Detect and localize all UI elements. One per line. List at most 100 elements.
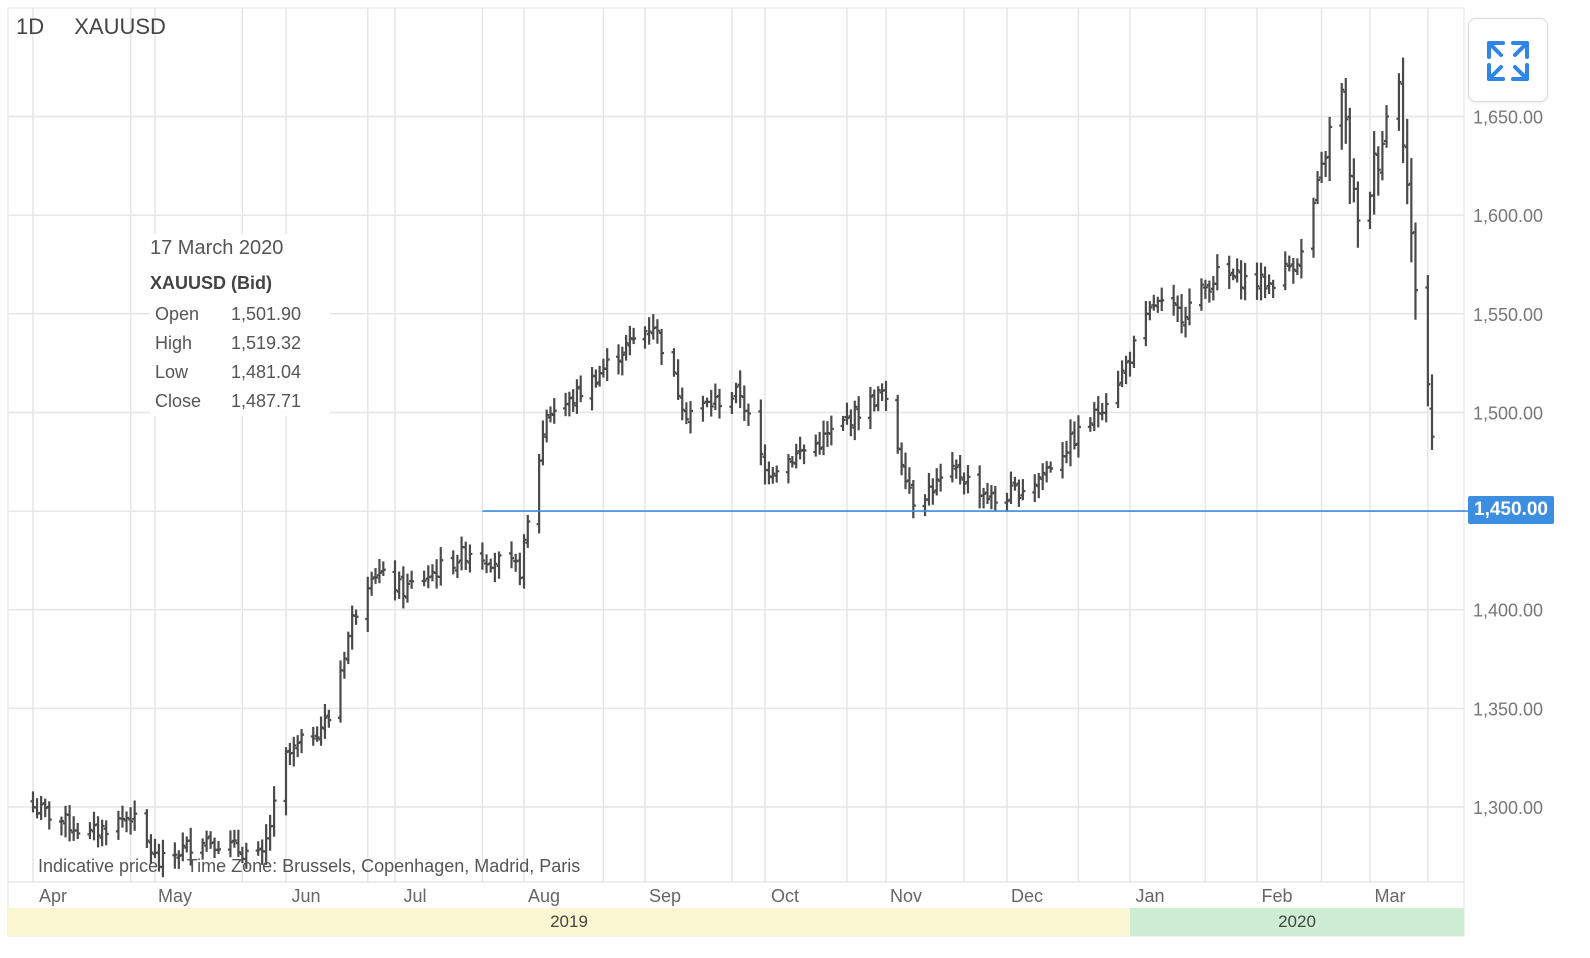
- ohlc-bar: [376, 558, 382, 584]
- ohlc-bar: [700, 395, 706, 422]
- ohlc-bar: [1242, 262, 1248, 301]
- tooltip-series: XAUUSD (Bid): [150, 273, 272, 293]
- ohlc-bar: [1127, 351, 1133, 377]
- ohlc-bar: [1323, 150, 1329, 178]
- ohlc-bar: [801, 444, 807, 465]
- ohlc-bar: [353, 609, 359, 625]
- ohlc-bar: [871, 389, 877, 412]
- ohlc-bar: [1282, 251, 1288, 291]
- ohlc-bar: [646, 317, 652, 345]
- ohlc-bar: [1040, 463, 1046, 491]
- ohlc-bar: [949, 451, 955, 483]
- tooltip-row-low: Low 1,481.04: [150, 358, 330, 387]
- ohlc-bar: [671, 348, 677, 377]
- ohlc-bar: [1020, 479, 1026, 501]
- ohlc-bar: [1198, 278, 1204, 311]
- ohlc-bar: [729, 391, 735, 414]
- x-tick-label: Feb: [1261, 886, 1292, 906]
- ohlc-bar: [840, 415, 846, 431]
- ohlc-bar: [844, 402, 850, 425]
- ohlc-bar: [953, 459, 959, 479]
- ohlc-bar: [227, 830, 233, 858]
- ohlc-bar: [1425, 274, 1431, 407]
- ohlc-bar: [34, 798, 40, 819]
- ohlc-bar: [459, 536, 465, 571]
- ohlc-bar: [793, 443, 799, 469]
- ohlc-bar: [922, 494, 928, 517]
- ohlc-bar: [1262, 266, 1268, 299]
- ohlc-bar: [513, 553, 519, 572]
- tooltip-date: 17 March 2020: [150, 237, 284, 259]
- indicative-price-note: Indicative price: [38, 856, 159, 876]
- ohlc-bar: [204, 830, 210, 852]
- y-tick-label: 1,600.00: [1473, 206, 1543, 226]
- ohlc-bar: [961, 472, 967, 495]
- x-tick-label: Jul: [403, 886, 426, 906]
- ohlc-bar: [1379, 131, 1385, 181]
- ohlc-bar: [1123, 355, 1129, 385]
- ohlc-bar: [1048, 461, 1054, 473]
- ohlc-bar: [58, 816, 64, 836]
- ohlc-bar: [517, 552, 523, 586]
- ohlc-bar: [1226, 255, 1232, 290]
- ohlc-bar: [1270, 279, 1276, 299]
- ohlc-bar: [521, 534, 527, 589]
- ohlc-bar: [208, 831, 214, 849]
- tooltip-row-high: High 1,519.32: [150, 329, 330, 358]
- ohlc-bar: [867, 386, 873, 430]
- chart-border: [7, 7, 1465, 937]
- chart-footnote: Indicative price Time Zone: Brussels, Co…: [38, 856, 604, 877]
- ohlc-bar: [688, 401, 694, 434]
- symbol-label: XAUUSD: [74, 14, 166, 39]
- ohlc-bar: [977, 465, 983, 509]
- ohlc-bar: [875, 386, 881, 412]
- x-tick-label: Aug: [528, 886, 560, 906]
- ohlc-bar: [883, 380, 889, 411]
- ohlc-bar: [1206, 280, 1212, 303]
- ohlc-bar: [1347, 107, 1353, 204]
- ohlc-bar: [741, 385, 747, 421]
- ohlc-bar: [409, 570, 415, 589]
- ohlc-bar: [895, 394, 901, 454]
- ohlc-bar: [299, 729, 305, 754]
- ohlc-bar: [899, 442, 905, 476]
- ohlc-bar: [547, 406, 553, 423]
- ohlc-bar: [1008, 471, 1014, 505]
- ohlc-bar: [38, 795, 44, 820]
- ohlc-bar: [463, 541, 469, 571]
- expand-button[interactable]: [1468, 18, 1548, 102]
- ohlc-bar: [1032, 474, 1038, 503]
- ohlc-bar: [1060, 442, 1066, 479]
- ohlc-bar: [488, 558, 494, 573]
- ohlc-bar: [1143, 301, 1149, 347]
- ohlc-bar: [965, 465, 971, 494]
- y-tick-label: 1,650.00: [1473, 108, 1543, 128]
- ohlc-bar: [716, 388, 722, 419]
- ohlc-bar: [1087, 417, 1093, 432]
- ohlc-bar: [828, 415, 834, 446]
- ohlc-bar: [1404, 118, 1410, 205]
- ohlc-bar: [981, 487, 987, 509]
- ohlc-bar: [762, 444, 768, 485]
- ohlc-bar: [1254, 262, 1260, 300]
- y-tick-label: 1,500.00: [1473, 403, 1543, 423]
- ohlc-bar: [848, 409, 854, 437]
- ohlc-bar: [683, 402, 689, 425]
- ohlc-bar: [310, 726, 316, 746]
- ohlc-bar: [392, 560, 398, 601]
- ohlc-bar: [496, 551, 502, 579]
- x-tick-label: Jun: [291, 886, 320, 906]
- ohlc-bar: [1234, 258, 1240, 283]
- ohlc-bar: [421, 570, 427, 587]
- timeframe-label[interactable]: 1D: [16, 14, 45, 39]
- ohlc-bar: [132, 800, 138, 831]
- ohlc-bar: [231, 829, 237, 848]
- ohlc-bar: [454, 554, 460, 579]
- ohlc-bar: [789, 456, 795, 468]
- tooltip-value: 1,501.90: [231, 304, 302, 324]
- ohlc-bar: [1214, 254, 1220, 291]
- ohlc-bar: [373, 568, 379, 584]
- ohlc-bar: [318, 716, 324, 746]
- ohlc-bar: [930, 478, 936, 505]
